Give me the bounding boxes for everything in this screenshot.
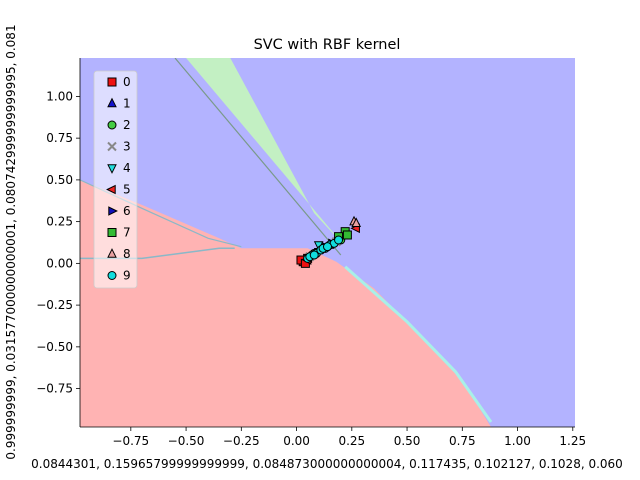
data-point-class-9 [309,250,319,260]
legend-marker-7 [107,228,117,237]
y-tick-label: 0.00 [46,256,73,270]
data-point-class-9 [334,235,344,245]
legend-marker-9 [107,271,117,280]
y-tick-label: 0.50 [46,173,73,187]
x-tick-label: −0.75 [112,434,149,448]
x-tick-label: 0.50 [394,434,421,448]
axes: −0.75 −0.50 −0.25 0.00 0.25 0.50 0.75 1.00 1.25 1… [36,58,586,448]
y-tick-label: −0.25 [36,298,73,312]
region-green [186,58,346,247]
legend-marker-1 [107,97,117,108]
x-tick-label: 0.75 [449,434,476,448]
y-axis-label: 0.999999999, 0.031577000000000001, 0.080… [4,24,18,459]
legend-marker-5 [106,184,116,195]
legend-label: 2 [123,118,131,132]
y-tick-label: −0.75 [36,382,73,396]
decision-regions [80,58,575,427]
y-tick-label: 0.75 [46,131,73,145]
legend-label: 9 [123,269,131,283]
x-tick-label: −0.25 [223,434,260,448]
legend-box [93,70,138,289]
legend-marker-0 [107,77,117,87]
x-tick-label: 0.25 [338,434,365,448]
legend-marker-4 [107,164,117,174]
x-tick-label: 1.25 [559,434,586,448]
y-tick-label: 0.25 [46,215,73,229]
legend-label: 7 [123,226,131,240]
legend-label: 4 [123,161,131,175]
legend-label: 6 [123,204,131,218]
y-tick-label: −0.50 [36,340,73,354]
legend-label: 0 [123,75,131,89]
boundary-line [174,58,342,256]
boundary-band [344,265,493,423]
data-point-class-9 [323,242,332,252]
legend-label: 3 [123,140,131,154]
legend-label: 1 [123,97,131,111]
legend-marker-3 [107,141,117,152]
legend: 0 1 2 3 4 5 6 7 8 9 [93,70,138,289]
y-tick-label: 1.00 [46,89,73,103]
legend-label: 5 [123,183,131,197]
legend-marker-2 [107,120,117,130]
legend-marker-6 [108,206,118,216]
region-red [80,179,491,427]
x-axis-label: 0.0844301, 0.15965799999999999, 0.084873… [31,457,623,471]
legend-label: 8 [123,247,131,261]
x-tick-label: 0.00 [283,434,310,448]
data-point-class-7 [342,230,352,240]
scatter-points [296,215,362,268]
x-tick-label: −0.50 [168,434,205,448]
data-point-class-8 [351,217,362,227]
chart-title: SVC with RBF kernel [254,37,401,53]
x-tick-label: 1.00 [504,434,531,448]
legend-marker-8 [107,248,117,258]
